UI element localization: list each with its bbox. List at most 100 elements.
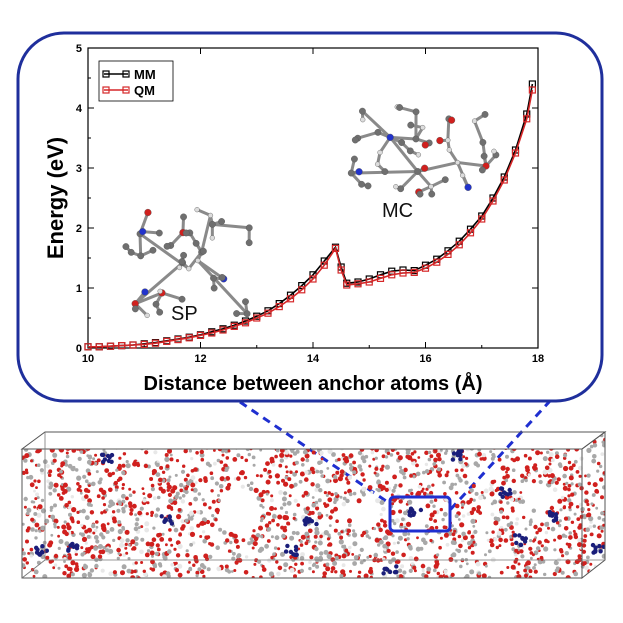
molecule-atom (446, 147, 452, 153)
slab-atom (45, 464, 50, 469)
spiropyran-atom (169, 521, 175, 526)
slab-atom (261, 505, 265, 509)
spiropyran-atom (105, 453, 111, 459)
molecule-atom (359, 107, 366, 115)
legend-marker (122, 70, 130, 78)
slab-atom (283, 568, 287, 573)
slab-atom (131, 547, 135, 551)
slab-atom (596, 533, 602, 539)
slab-atom (179, 488, 184, 493)
slab-atom (408, 556, 414, 561)
slab-atom (260, 498, 265, 503)
slab-atom (374, 537, 380, 543)
slab-atom (115, 432, 120, 436)
slab-atom (277, 547, 281, 551)
slab-atom (454, 468, 459, 473)
slab-atom (567, 487, 571, 492)
slab-atom (109, 527, 115, 532)
slab-atom (481, 453, 487, 458)
slab-atom (584, 499, 589, 504)
spiropyran-atom (593, 549, 598, 554)
slab-atom (530, 556, 533, 560)
slab-atom (342, 441, 346, 445)
slab-atom (104, 468, 110, 473)
slab-atom (94, 453, 98, 457)
slab-atom (93, 528, 98, 533)
slab-atom (352, 491, 357, 496)
slab-atom (65, 451, 69, 455)
slab-atom (270, 494, 274, 498)
slab-atom (327, 438, 333, 443)
slab-atom (392, 474, 397, 480)
slab-atom (268, 521, 272, 525)
molecule-atom (478, 166, 486, 174)
slab-atom (29, 482, 35, 488)
slab-atom (222, 438, 228, 444)
slab-atom (360, 472, 365, 477)
slab-atom (134, 513, 138, 517)
molecule-atom (355, 168, 363, 176)
slab-atom (499, 570, 504, 575)
slab-atom (390, 518, 395, 523)
slab-atom (273, 440, 277, 444)
slab-atom (541, 435, 547, 440)
slab-atom (341, 453, 346, 457)
slab-atom (554, 480, 559, 485)
slab-atom (121, 486, 125, 490)
molecule-atom (436, 136, 444, 145)
slab-atom (304, 477, 309, 482)
slab-atom (548, 445, 554, 451)
spiropyran-atom (501, 490, 507, 495)
slab-atom (469, 569, 475, 575)
slab-atom (575, 505, 580, 509)
slab-atom (545, 483, 549, 487)
slab-atom (199, 535, 203, 538)
slab-atom (26, 526, 31, 531)
slab-atom (366, 555, 370, 559)
y-tick-label: 3 (76, 163, 82, 175)
slab-atom (536, 438, 541, 443)
slab-atom (397, 535, 403, 541)
slab-atom (213, 461, 217, 466)
slab-atom (407, 499, 413, 505)
slab-atom (454, 491, 459, 495)
slab-atom (246, 483, 250, 487)
slab-atom (316, 432, 321, 437)
slab-atom (370, 450, 375, 455)
slab-atom (130, 539, 136, 545)
slab-atom (379, 500, 385, 505)
slab-atom (429, 499, 434, 504)
slab-atom (602, 485, 605, 490)
slab-atom (144, 450, 149, 455)
slab-atom (547, 526, 550, 530)
slab-atom (300, 534, 306, 540)
slab-atom (339, 469, 345, 475)
slab-atom (352, 460, 356, 465)
slab-atom (470, 518, 476, 524)
slab-atom (515, 517, 520, 521)
slab-atom (440, 449, 443, 452)
slab-atom (578, 474, 582, 478)
slab-atom (251, 455, 256, 460)
slab-atom (559, 508, 563, 512)
slab-atom (440, 460, 445, 465)
slab-atom (322, 575, 327, 578)
slab-atom (438, 545, 442, 550)
slab-atom (470, 433, 476, 439)
slab-atom (328, 434, 332, 438)
slab-atom (339, 535, 344, 540)
slab-atom (546, 521, 549, 525)
slab-atom (459, 564, 463, 569)
slab-atom (281, 496, 287, 502)
slab-atom (151, 472, 155, 476)
slab-atom (76, 520, 81, 524)
slab-atom (121, 506, 126, 511)
molecule-atom (412, 108, 420, 116)
slab-atom (402, 570, 407, 575)
slab-atom (415, 471, 421, 477)
slab-atom (310, 482, 315, 487)
slab-atom (98, 487, 104, 493)
slab-atom (467, 530, 471, 534)
data-point-qm (219, 326, 227, 334)
